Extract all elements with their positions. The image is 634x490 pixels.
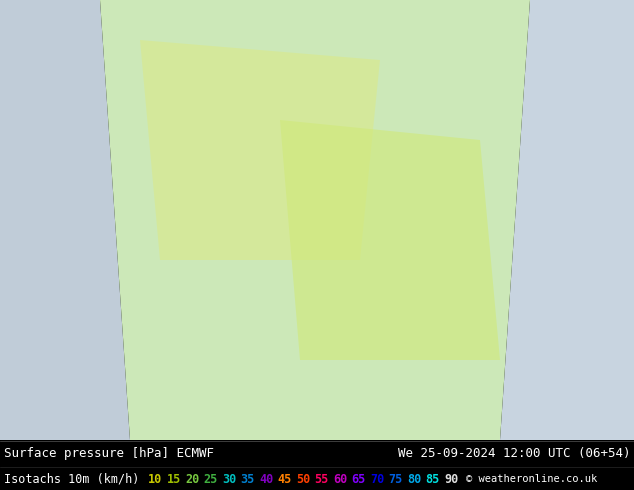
Text: 65: 65	[351, 472, 366, 486]
Text: 20: 20	[185, 472, 199, 486]
Text: 30: 30	[222, 472, 236, 486]
Text: 35: 35	[240, 472, 255, 486]
Text: 80: 80	[407, 472, 421, 486]
Text: 90: 90	[444, 472, 458, 486]
Text: 10: 10	[148, 472, 162, 486]
Text: 55: 55	[314, 472, 329, 486]
Text: 15: 15	[167, 472, 181, 486]
Text: 40: 40	[259, 472, 273, 486]
Text: Surface pressure [hPa] ECMWF: Surface pressure [hPa] ECMWF	[4, 447, 214, 460]
Text: 75: 75	[389, 472, 403, 486]
Polygon shape	[0, 0, 130, 440]
Text: 50: 50	[296, 472, 310, 486]
Polygon shape	[500, 0, 634, 440]
Text: 85: 85	[425, 472, 440, 486]
Text: Isotachs 10m (km/h): Isotachs 10m (km/h)	[4, 472, 139, 486]
Text: © weatheronline.co.uk: © weatheronline.co.uk	[467, 474, 598, 484]
Text: 60: 60	[333, 472, 347, 486]
Polygon shape	[100, 0, 530, 440]
Text: We 25-09-2024 12:00 UTC (06+54): We 25-09-2024 12:00 UTC (06+54)	[398, 447, 630, 460]
Text: 45: 45	[278, 472, 292, 486]
Polygon shape	[280, 120, 500, 360]
Polygon shape	[140, 40, 380, 260]
Text: 25: 25	[204, 472, 217, 486]
Text: 70: 70	[370, 472, 384, 486]
